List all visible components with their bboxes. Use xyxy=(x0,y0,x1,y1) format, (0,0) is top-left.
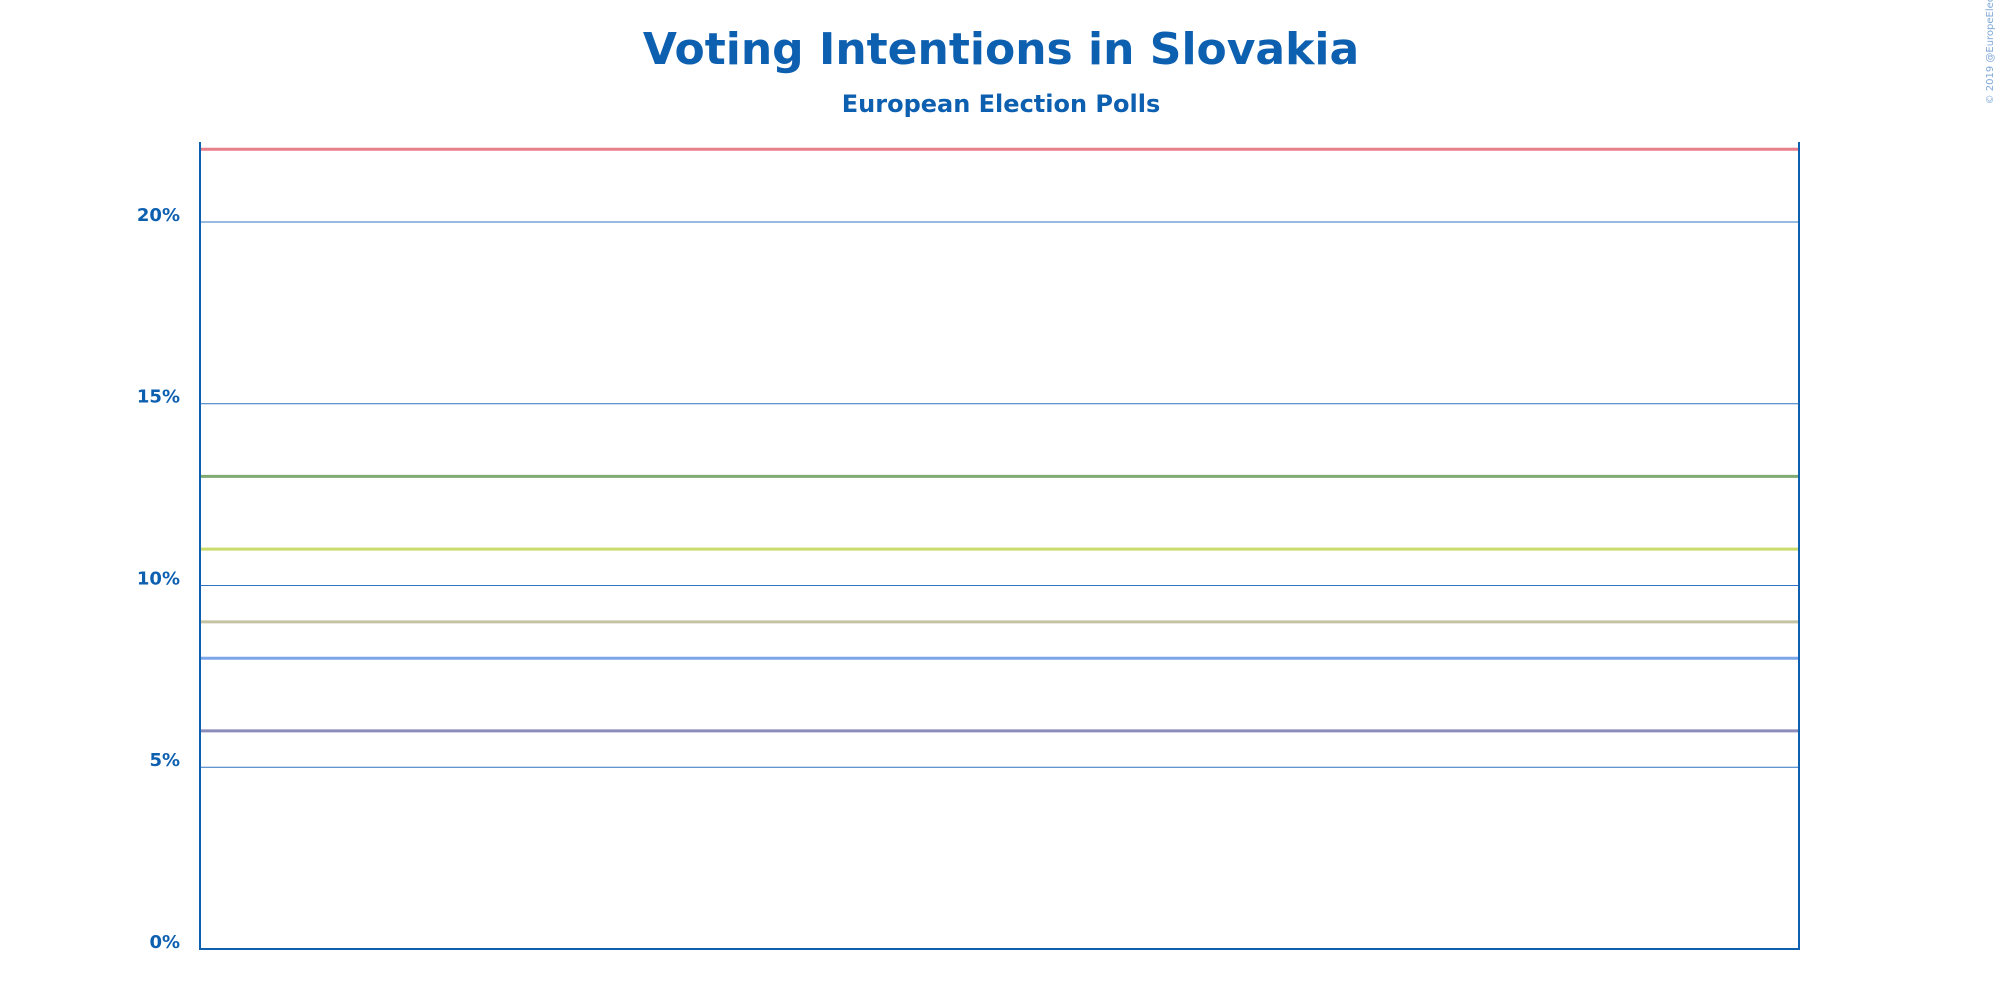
axis-frame xyxy=(199,142,1800,950)
y-tick-label: 15% xyxy=(137,387,180,408)
chart-subtitle: European Election Polls xyxy=(842,90,1160,118)
y-tick-label: 5% xyxy=(149,750,180,771)
chart-title: Voting Intentions in Slovakia xyxy=(643,24,1359,75)
y-tick-label: 10% xyxy=(137,568,180,589)
y-tick-label: 0% xyxy=(149,932,180,953)
y-tick-label: 20% xyxy=(137,205,180,226)
credit: © 2019 @EuropeElects xyxy=(1985,0,1996,104)
